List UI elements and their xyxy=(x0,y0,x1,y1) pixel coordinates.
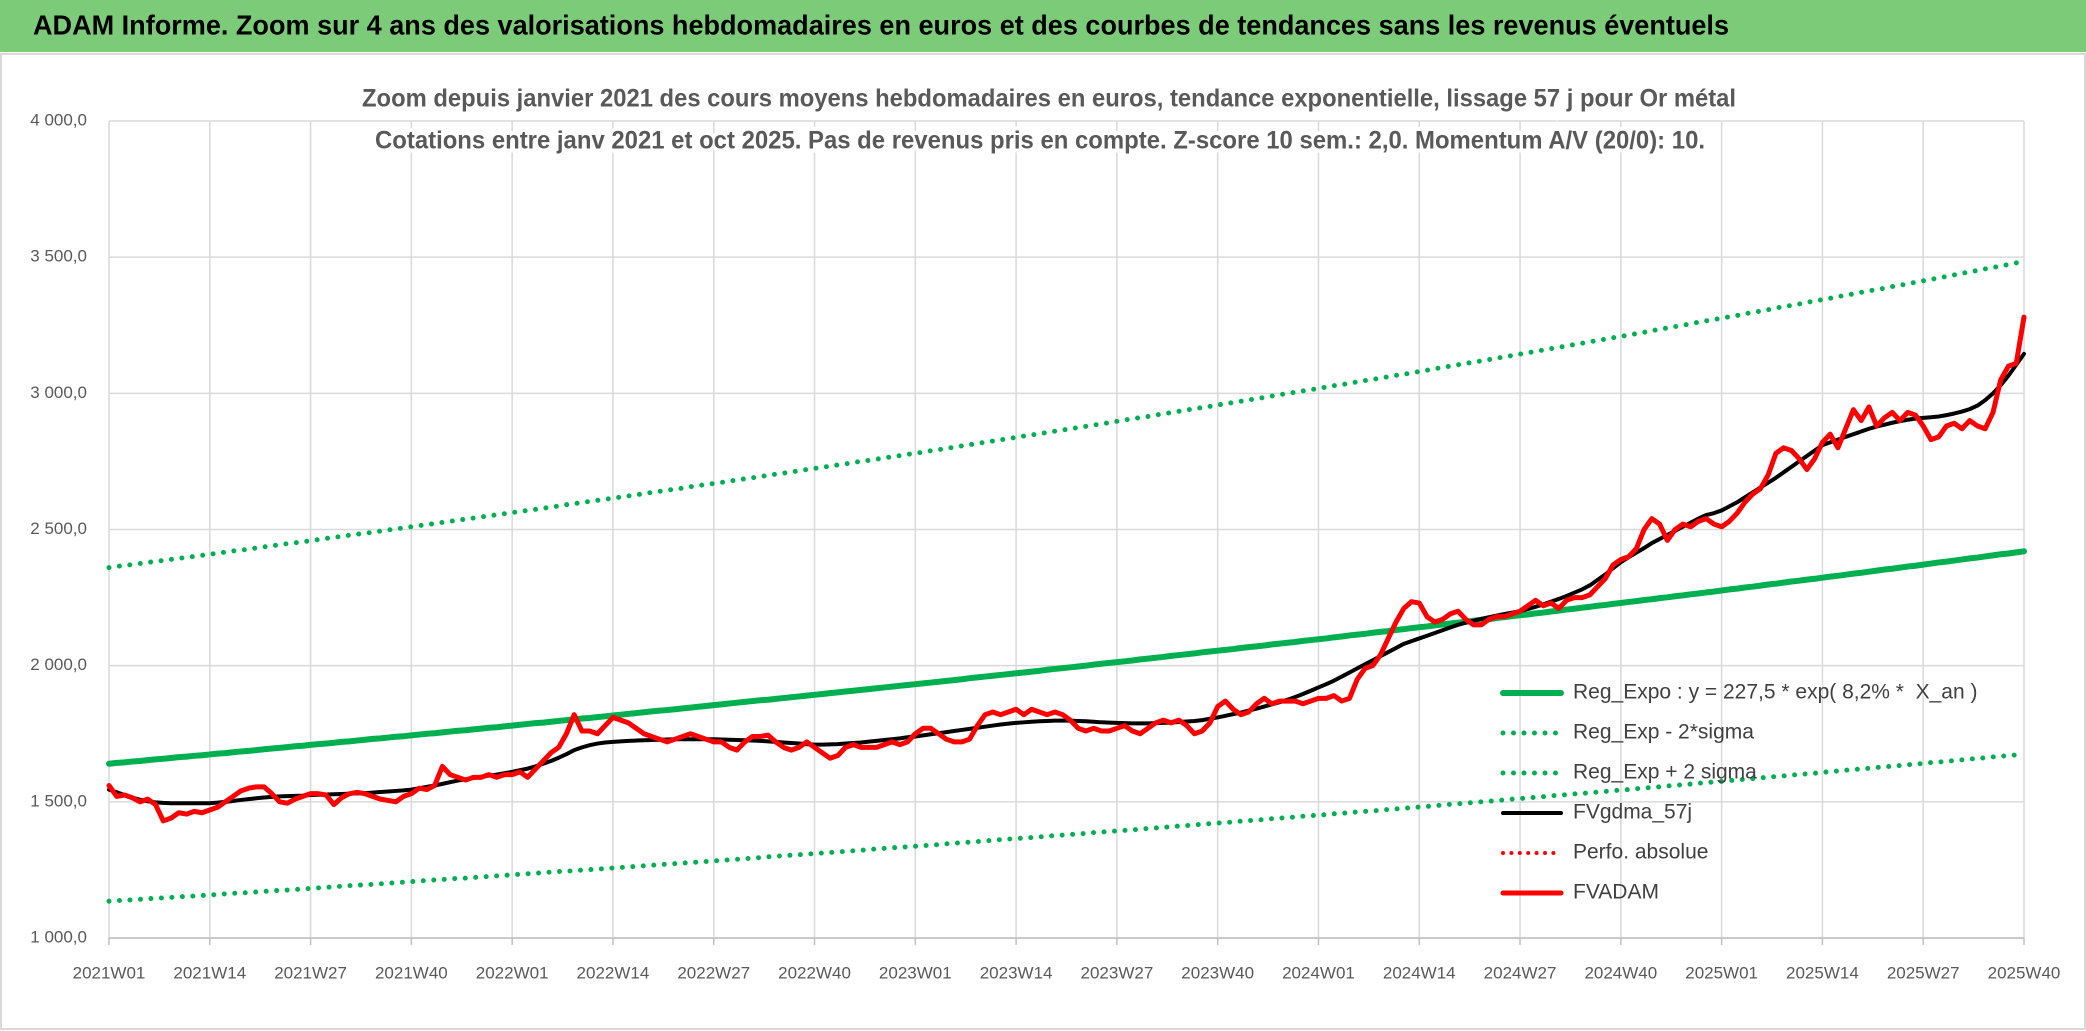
x-tick-label: 2025W14 xyxy=(1786,963,1859,982)
x-tick-label: 2024W01 xyxy=(1282,963,1355,982)
x-tick-label: 2023W40 xyxy=(1181,963,1254,982)
y-tick-label: 3 500,0 xyxy=(30,247,87,266)
series-line xyxy=(106,314,2027,824)
legend-label: Reg_Expo : y = 227,5 * exp( 8,2% * X_an … xyxy=(1573,681,1978,704)
x-tick-label: 2024W14 xyxy=(1383,963,1456,982)
x-tick-label: 2021W27 xyxy=(274,963,347,982)
x-tick-label: 2025W40 xyxy=(1988,963,2061,982)
x-tick-label: 2021W01 xyxy=(73,963,146,982)
plot-area: 1 000,0 1 500,0 2 000,0 2 500,0 3 000,0 3 500… xyxy=(30,110,2060,982)
y-tick-label: 4 000,0 xyxy=(30,110,87,129)
x-tick-label: 2021W40 xyxy=(375,963,448,982)
legend-label: Perfo. absolue xyxy=(1573,841,1708,864)
x-tick-label: 2023W27 xyxy=(1081,963,1154,982)
x-tick-label: 2022W27 xyxy=(677,963,750,982)
y-tick-label: 1 500,0 xyxy=(30,791,87,810)
legend-label: FVgdma_57j xyxy=(1573,801,1692,824)
chart-title: Zoom depuis janvier 2021 des cours moyen… xyxy=(362,85,1736,113)
x-tick-label: 2024W27 xyxy=(1484,963,1557,982)
legend-label: Reg_Exp + 2 sigma xyxy=(1573,761,1757,784)
x-tick-label: 2022W14 xyxy=(577,963,650,982)
x-tick-label: 2022W40 xyxy=(778,963,851,982)
header-title: ADAM Informe. Zoom sur 4 ans des valoris… xyxy=(33,9,1729,40)
x-tick-label: 2022W01 xyxy=(476,963,549,982)
series-line xyxy=(106,548,2027,767)
y-tick-label: 1 000,0 xyxy=(30,927,87,946)
chart-subtitle: Cotations entre janv 2021 et oct 2025. P… xyxy=(375,127,1705,155)
legend-label: Reg_Exp - 2*sigma xyxy=(1573,721,1754,744)
x-tick-label: 2024W40 xyxy=(1584,963,1657,982)
legend-label: FVADAM xyxy=(1573,881,1659,904)
y-tick-label: 2 500,0 xyxy=(30,519,87,538)
x-tick-label: 2025W01 xyxy=(1685,963,1758,982)
chart-frame xyxy=(0,53,2086,1030)
series-line xyxy=(106,259,2027,571)
x-tick-label: 2023W14 xyxy=(980,963,1053,982)
header-bar xyxy=(0,0,2086,52)
y-tick-label: 2 000,0 xyxy=(30,655,87,674)
x-tick-label: 2025W27 xyxy=(1887,963,1960,982)
x-tick-label: 2021W14 xyxy=(173,963,246,982)
y-tick-label: 3 000,0 xyxy=(30,383,87,402)
x-tick-label: 2023W01 xyxy=(879,963,952,982)
